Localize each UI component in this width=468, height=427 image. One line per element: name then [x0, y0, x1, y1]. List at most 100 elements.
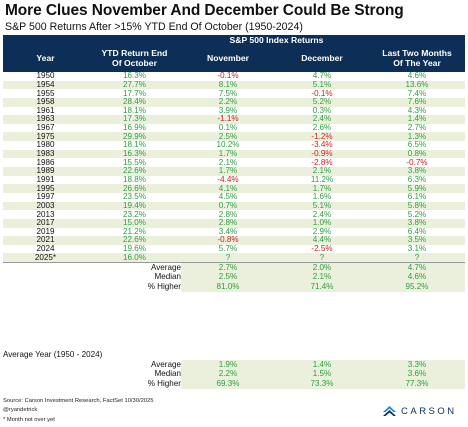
footer-note: * Month not over yet [3, 417, 55, 423]
table-row: 1954 27.7% 8.1% 5.1% 13.6% [3, 80, 465, 90]
table-row: 1967 16.9% 0.1% 2.6% 2.7% [3, 123, 465, 133]
ytd-cell: 16.3% [88, 72, 181, 81]
summary-last-two-months: 95.2% [369, 282, 465, 292]
summary-row: % Higher 81.0% 71.4% 95.2% [3, 282, 465, 292]
ytd-cell: 23.2% [88, 210, 181, 219]
average-year-title: Average Year (1950 - 2024) [3, 350, 103, 359]
december-cell: 5.1% [275, 80, 369, 90]
december-cell: -1.2% [275, 132, 369, 142]
average-year-november: 2.2% [181, 369, 275, 379]
november-cell: -4.4% [181, 175, 275, 185]
ytd-cell: 22.6% [88, 236, 181, 245]
ytd-cell: 23.5% [88, 192, 181, 202]
average-year-november: 69.3% [181, 379, 275, 389]
page-title: More Clues November And December Could B… [5, 2, 404, 19]
average-year-label: Median [154, 369, 181, 379]
december-cell: 4.7% [275, 72, 369, 81]
november-cell: 3.9% [181, 106, 275, 116]
year-cell: 1986 [3, 158, 88, 168]
table-row: 1950 16.3% -0.1% 4.7% 4.6% [3, 72, 465, 81]
december-cell: 1.7% [275, 184, 369, 193]
last-two-months-cell: 6.3% [369, 175, 465, 185]
last-two-months-cell: 1.3% [369, 132, 465, 142]
year-cell: 1991 [3, 175, 88, 185]
table-row: 1997 23.5% 4.5% 1.6% 6.1% [3, 192, 465, 202]
november-cell: 7.5% [181, 89, 275, 98]
carson-chevron-logo-icon [383, 406, 396, 416]
table-row: 1995 26.6% 4.1% 1.7% 5.9% [3, 184, 465, 193]
year-cell: 2003 [3, 201, 88, 211]
ytd-cell: 19.4% [88, 201, 181, 211]
table-row: 2021 22.6% -0.8% 4.4% 3.5% [3, 236, 465, 245]
year-cell: 1958 [3, 97, 88, 107]
november-cell: -1.1% [181, 115, 275, 124]
last-two-months-cell: 7.4% [369, 89, 465, 98]
average-year-last-two-months: 3.6% [369, 369, 465, 379]
ytd-cell: 28.4% [88, 97, 181, 107]
header-spacer [3, 35, 88, 45]
december-cell: -2.8% [275, 158, 369, 168]
december-cell: -0.1% [275, 89, 369, 98]
december-cell: 2.1% [275, 167, 369, 176]
december-cell: 2.9% [275, 227, 369, 237]
december-cell: 11.2% [275, 175, 369, 185]
year-cell: 1950 [3, 72, 88, 81]
november-cell: 2.8% [181, 210, 275, 219]
november-cell: 5.7% [181, 244, 275, 254]
table-row: 2025* 16.0%??? [3, 253, 465, 263]
average-year-row: Median 2.2% 1.5% 3.6% [3, 369, 465, 379]
header-ytd-line1: YTD Return End [101, 47, 168, 58]
december-cell: 5.2% [275, 97, 369, 107]
footer-handle: @ryandetrick [3, 407, 38, 413]
average-year-december: 1.4% [275, 360, 369, 370]
carson-logo-text: CARSON [401, 406, 457, 417]
page-subtitle: S&P 500 Returns After >15% YTD End Of Oc… [5, 21, 303, 33]
last-two-months-cell: 3.8% [369, 167, 465, 176]
summary-rows: Average 2.7% 2.0% 4.7% Median 2.5% 2.1% 4.6%% H… [3, 262, 465, 292]
summary-last-two-months: 4.6% [369, 272, 465, 283]
last-two-months-cell: 13.6% [369, 80, 465, 90]
ytd-cell: 26.6% [88, 184, 181, 193]
table-row: 1963 17.3% -1.1% 2.4% 1.4% [3, 115, 465, 124]
ytd-cell: 18.1% [88, 141, 181, 150]
last-two-months-cell: 3.8% [369, 218, 465, 228]
last-two-months-cell: 7.6% [369, 97, 465, 107]
last-two-months-cell: 5.9% [369, 184, 465, 193]
table-row: 2024 19.6% 5.7% -2.5% 3.1% [3, 244, 465, 254]
header-last-two-months: Last Two Months Of The Year [369, 45, 465, 72]
header-last-line2: Of The Year [393, 57, 441, 68]
table-row: 1980 18.1% 10.2% -3.4% 6.5% [3, 141, 465, 150]
average-year-label: Average [151, 360, 181, 369]
december-cell: -2.5% [275, 244, 369, 254]
average-year-row: % Higher 69.3% 73.3% 77.3% [3, 379, 465, 389]
table-row: 1958 28.4% 2.2% 5.2% 7.6% [3, 97, 465, 107]
returns-table: S&P 500 Index Returns Year YTD Return En… [3, 35, 465, 292]
november-cell: 0.1% [181, 123, 275, 133]
ytd-cell: 16.9% [88, 123, 181, 133]
average-year-last-two-months: 3.3% [369, 360, 465, 370]
header-last-line1: Last Two Months [382, 47, 452, 58]
table-row: 1975 29.9% 2.5% -1.2% 1.3% [3, 132, 465, 142]
year-cell: 1955 [3, 89, 88, 98]
ytd-cell: 18.1% [88, 106, 181, 116]
december-cell: -0.9% [275, 149, 369, 159]
header-november: November [181, 45, 275, 72]
average-year-table: Average 1.9% 1.4% 3.3% Median 2.2% 1.5% 3.6%% H… [3, 360, 465, 389]
december-cell: 0.3% [275, 106, 369, 116]
average-year-december: 73.3% [275, 379, 369, 389]
header-ytd-line2: Of October [112, 57, 157, 68]
year-cell: 2019 [3, 227, 88, 237]
summary-spacer [3, 272, 88, 283]
average-year-december: 1.5% [275, 369, 369, 379]
year-cell: 2013 [3, 210, 88, 219]
summary-november: 81.0% [181, 282, 275, 292]
table-row: 1983 16.3% 1.7% -0.9% 0.8% [3, 149, 465, 159]
november-cell: 8.1% [181, 80, 275, 90]
november-cell: 1.7% [181, 167, 275, 176]
last-two-months-cell: 2.7% [369, 123, 465, 133]
december-cell: 1.6% [275, 192, 369, 202]
summary-label: Average [88, 262, 181, 273]
table-row: 1991 18.8% -4.4% 11.2% 6.3% [3, 175, 465, 185]
year-cell: 1989 [3, 167, 88, 176]
ytd-cell: 29.9% [88, 132, 181, 142]
